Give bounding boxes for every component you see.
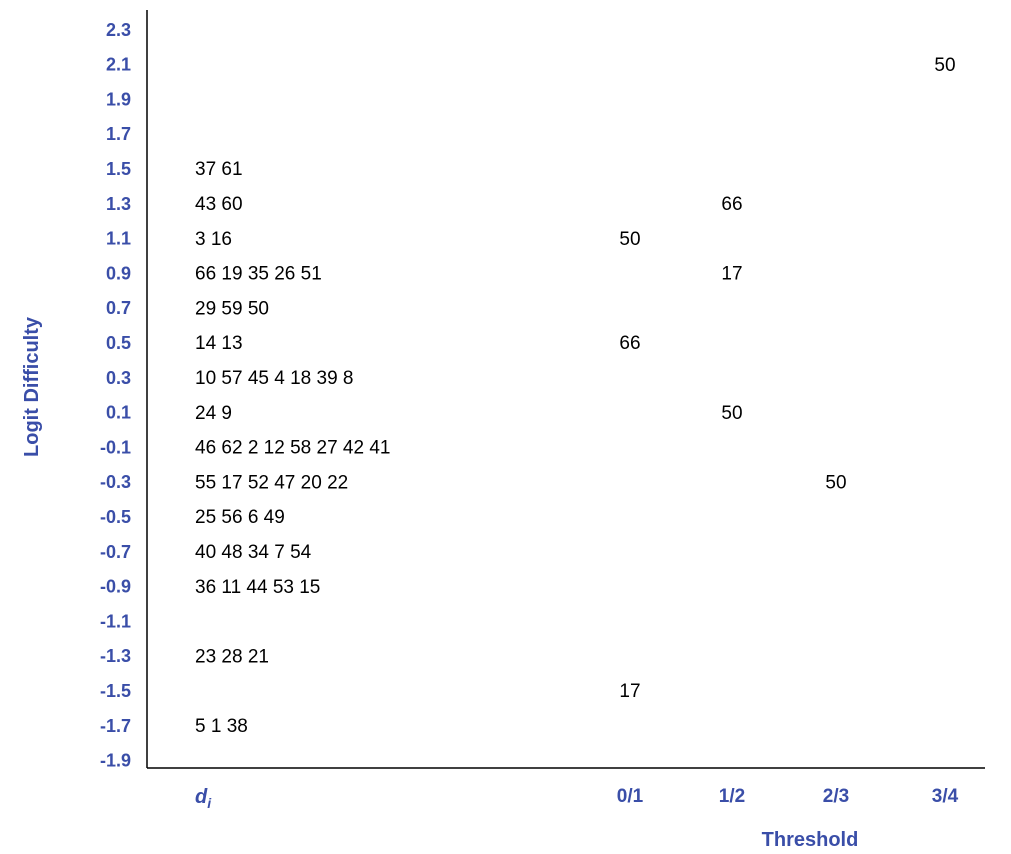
y-tick-label: 0.1 <box>106 403 131 423</box>
item-list-cell: 5 1 38 <box>195 716 248 737</box>
y-tick-label: 1.5 <box>106 159 131 179</box>
y-tick-label: -1.3 <box>100 646 131 666</box>
y-tick-label: 1.9 <box>106 89 131 109</box>
y-tick-label: 1.3 <box>106 194 131 214</box>
x-axis-label: Threshold <box>762 829 859 851</box>
item-list-cell: 40 48 34 7 54 <box>195 542 312 563</box>
y-tick-label: -0.1 <box>100 437 131 457</box>
item-list-cell: 10 57 45 4 18 39 8 <box>195 368 353 389</box>
axes <box>146 10 985 769</box>
y-axis-label: Logit Difficulty <box>21 316 43 457</box>
y-tick-label: -1.9 <box>100 751 131 771</box>
y-tick-label: 0.5 <box>106 333 131 353</box>
threshold-cell: 50 <box>825 472 846 493</box>
y-tick-label: -0.5 <box>100 507 131 527</box>
threshold-cell: 17 <box>721 264 742 285</box>
y-tick-label: -1.7 <box>100 716 131 736</box>
item-list-cell: 14 13 <box>195 333 243 354</box>
threshold-cell: 66 <box>721 194 742 215</box>
y-tick-label: 2.3 <box>106 20 131 40</box>
y-tick-label: -0.3 <box>100 472 131 492</box>
y-tick-label: -0.7 <box>100 542 131 562</box>
item-list-cell: 43 60 <box>195 194 243 215</box>
table-cells: 50 37 61 43 60 66 3 16 50 66 19 35 26 51 17 29 5… <box>195 55 956 737</box>
item-list-cell: 37 61 <box>195 159 243 180</box>
item-list-cell: 23 28 21 <box>195 646 269 667</box>
item-list-cell: 24 9 <box>195 403 232 424</box>
y-tick-label: 0.7 <box>106 298 131 318</box>
item-list-cell: 3 16 <box>195 229 232 250</box>
column-headers: di 0/1 1/2 2/3 3/4 <box>195 786 959 811</box>
item-list-cell: 36 11 44 53 15 <box>195 577 320 598</box>
y-tick-label: -1.1 <box>100 611 131 631</box>
threshold-cell: 66 <box>619 333 640 354</box>
column-header: 2/3 <box>823 786 849 807</box>
y-tick-label: 1.1 <box>106 229 131 249</box>
first-column-header-subscript: i <box>207 795 212 811</box>
column-header: 3/4 <box>932 786 959 807</box>
y-tick-label: 1.7 <box>106 124 131 144</box>
item-list-cell: 55 17 52 47 20 22 <box>195 472 348 493</box>
item-list-cell: 66 19 35 26 51 <box>195 264 322 285</box>
column-header: 0/1 <box>617 786 644 807</box>
threshold-cell: 50 <box>619 229 640 250</box>
y-tick-label: 0.3 <box>106 368 131 388</box>
first-column-header-main: d <box>195 786 208 808</box>
y-tick-label: 0.9 <box>106 263 131 283</box>
threshold-cell: 17 <box>619 681 640 702</box>
column-header: 1/2 <box>719 786 745 807</box>
threshold-cell: 50 <box>934 55 955 76</box>
y-tick-label: -1.5 <box>100 681 131 701</box>
first-column-header: di <box>195 786 212 811</box>
item-list-cell: 29 59 50 <box>195 298 269 319</box>
threshold-cell: 50 <box>721 403 742 424</box>
y-tick-labels: 2.3 2.1 1.9 1.7 1.5 1.3 1.1 0.9 0.7 0.5 0.3 0.1 -0.1… <box>100 20 131 771</box>
item-list-cell: 25 56 6 49 <box>195 507 285 528</box>
y-tick-label: 2.1 <box>106 55 131 75</box>
item-list-cell: 46 62 2 12 58 27 42 41 <box>195 438 390 459</box>
y-tick-label: -0.9 <box>100 577 131 597</box>
